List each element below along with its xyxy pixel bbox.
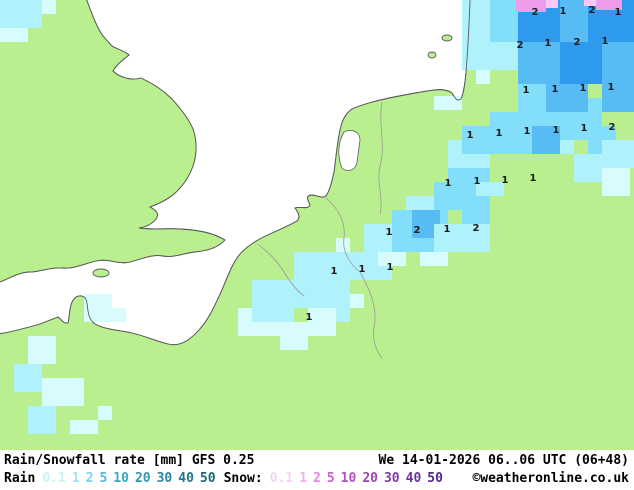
precip-amount-label: 1 <box>608 82 615 93</box>
precip-amount-label: 1 <box>386 227 393 238</box>
precip-amount-label: 1 <box>387 262 394 273</box>
precip-amount-label: 1 <box>530 173 537 184</box>
legend-value: 50 <box>427 471 443 486</box>
precip-amount-label: 1 <box>581 123 588 134</box>
legend-value: 0.1 <box>42 471 66 486</box>
precip-amount-label: 1 <box>359 264 366 275</box>
precip-values-layer: 1 1 1 1 1 2 1 2 1 1 1 1 1 1 1 1 1 2 1 1 1 1 2 1 2 1 2 1 2 1 <box>306 5 622 323</box>
precipitation-layer <box>0 0 634 434</box>
legend-value: 40 <box>178 471 194 486</box>
coastline-layer <box>0 0 471 346</box>
legend-row: Rain 0.1 1 2 5 10 20 30 40 50 Snow: 0.1 1 2 5 10 20 30… <box>4 470 629 488</box>
legend-value: 10 <box>113 471 129 486</box>
legend-value: 20 <box>134 471 151 486</box>
precip-amount-label: 1 <box>331 266 338 277</box>
footer-title-row: Rain/Snowfall rate [mm] GFS 0.25 We 14-0… <box>4 452 629 470</box>
footer: Rain/Snowfall rate [mm] GFS 0.25 We 14-0… <box>0 450 634 490</box>
rain-legend-label: Rain <box>4 471 36 486</box>
precip-amount-label: 1 <box>444 224 451 235</box>
legend-value: 30 <box>156 471 173 486</box>
map-title: Rain/Snowfall rate [mm] GFS 0.25 <box>4 453 255 468</box>
legend-value: 5 <box>326 471 335 486</box>
precip-amount-label: 1 <box>523 85 530 96</box>
legend-value: 2 <box>313 471 321 486</box>
legend-value: 2 <box>85 471 94 486</box>
precip-amount-label: 2 <box>589 5 596 16</box>
precip-amount-label: 1 <box>474 176 481 187</box>
ijsselmeer-lake <box>338 130 361 171</box>
legend-value: 0.1 <box>269 471 294 486</box>
precip-amount-label: 1 <box>602 36 609 47</box>
precip-amount-label: 2 <box>574 37 581 48</box>
precip-amount-label: 2 <box>473 223 480 234</box>
europe-precipitation-map: 1 1 1 1 1 2 1 2 1 1 1 1 1 1 1 1 1 2 1 1 1 1 2 1 2 1 2 1 2 1 <box>0 0 634 450</box>
legend-value: 50 <box>199 471 216 486</box>
precip-amount-label: 1 <box>445 178 452 189</box>
precip-amount-label: 1 <box>553 125 560 136</box>
legend-value: 5 <box>99 471 108 486</box>
precip-amount-label: 1 <box>615 7 622 18</box>
map-timestamp: We 14-01-2026 06..06 UTC (06+48) <box>378 453 629 468</box>
country-borders-layer <box>257 101 383 359</box>
precip-amount-label: 1 <box>580 83 587 94</box>
precip-amount-label: 1 <box>467 130 474 141</box>
map-area: 1 1 1 1 1 2 1 2 1 1 1 1 1 1 1 1 1 2 1 1 1 1 2 1 2 1 2 1 2 1 <box>0 0 634 450</box>
precip-amount-label: 2 <box>532 7 539 18</box>
precip-amount-label: 1 <box>502 175 509 186</box>
snow-legend-label: Snow: <box>223 471 263 486</box>
legend-value: 10 <box>340 471 357 486</box>
precip-amount-label: 2 <box>414 225 421 236</box>
legend-value: 20 <box>362 471 378 486</box>
precip-amount-label: 1 <box>306 312 313 323</box>
precip-amount-label: 1 <box>524 126 531 137</box>
precip-amount-label: 1 <box>552 84 559 95</box>
precip-amount-label: 2 <box>609 122 616 133</box>
precip-amount-label: 1 <box>560 6 567 17</box>
legend-value: 1 <box>71 471 80 486</box>
legend-value: 40 <box>405 471 422 486</box>
legend-value: 1 <box>299 471 308 486</box>
snow-legend-values: 0.1 1 2 5 10 20 30 40 50 <box>270 470 443 488</box>
rain-legend-values: 0.1 1 2 5 10 20 30 40 50 <box>42 470 215 488</box>
legend-value: 30 <box>383 471 400 486</box>
precip-amount-label: 1 <box>545 38 552 49</box>
precip-amount-label: 1 <box>496 128 503 139</box>
copyright-text: ©weatheronline.co.uk <box>472 471 629 486</box>
precip-amount-label: 2 <box>517 40 524 51</box>
